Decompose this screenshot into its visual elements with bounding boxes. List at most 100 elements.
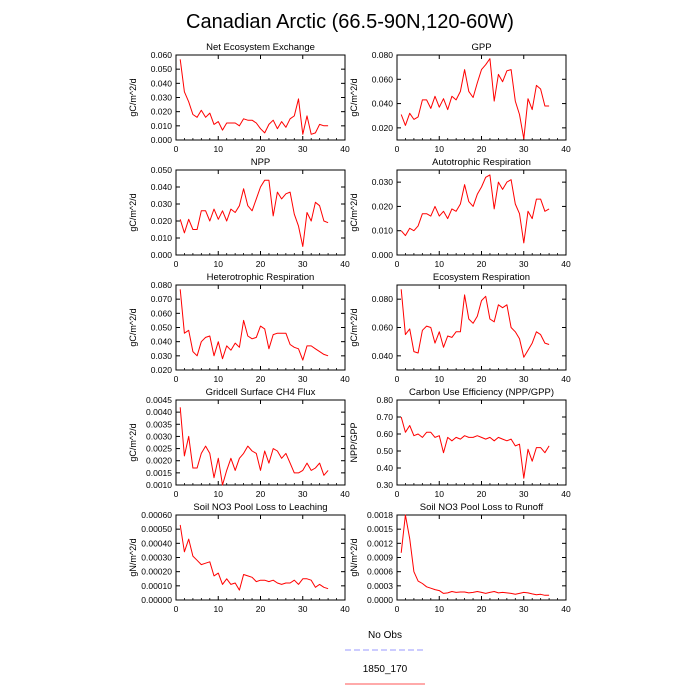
- panel-npp-xtick-label: 30: [298, 259, 308, 269]
- panel-soil-no3-pool-loss-to-runoff-ytick-label: 0.0006: [367, 567, 393, 577]
- panel-soil-no3-pool-loss-to-leaching-xtick-label: 20: [256, 604, 266, 614]
- panel-soil-no3-pool-loss-to-leaching-ytick-label: 0.00020: [141, 567, 172, 577]
- panel-carbon-use-efficiency-npp-gpp-ytick-label: 0.40: [376, 463, 393, 473]
- panel-carbon-use-efficiency-npp-gpp-xtick-label: 0: [395, 489, 400, 499]
- panel-gridcell-surface-ch4-flux-ytick-label: 0.0030: [146, 431, 172, 441]
- panel-soil-no3-pool-loss-to-runoff-title: Soil NO3 Pool Loss to Runoff: [420, 502, 544, 513]
- panel-heterotrophic-respiration-xtick-label: 30: [298, 374, 308, 384]
- panel-gridcell-surface-ch4-flux-title: Gridcell Surface CH4 Flux: [206, 387, 316, 398]
- panel-net-ecosystem-exchange-ytick-label: 0.000: [151, 135, 173, 145]
- panel-autotrophic-respiration: Autotrophic Respiration 0 10 20 30 40 0.000 0.0…: [349, 157, 571, 269]
- panel-autotrophic-respiration-ytick-label: 0.020: [372, 201, 394, 211]
- panel-soil-no3-pool-loss-to-leaching-ytick-label: 0.00030: [141, 553, 172, 563]
- panel-soil-no3-pool-loss-to-runoff-xtick-label: 30: [519, 604, 529, 614]
- panel-soil-no3-pool-loss-to-runoff-series-line: [400, 514, 550, 596]
- panel-autotrophic-respiration-xtick-label: 40: [561, 259, 571, 269]
- panel-npp-xtick-label: 20: [256, 259, 266, 269]
- panel-soil-no3-pool-loss-to-runoff-xtick-label: 20: [477, 604, 487, 614]
- panel-gpp-ytick-label: 0.080: [372, 50, 394, 60]
- panel-net-ecosystem-exchange-ytick-label: 0.040: [151, 78, 173, 88]
- panel-autotrophic-respiration-xtick-label: 10: [435, 259, 445, 269]
- panel-gpp-xtick-label: 30: [519, 144, 529, 154]
- panel-net-ecosystem-exchange-xtick-label: 20: [256, 144, 266, 154]
- legend-label-1850-170: 1850_170: [363, 664, 408, 675]
- panel-ecosystem-respiration-xtick-label: 0: [395, 374, 400, 384]
- panel-gridcell-surface-ch4-flux-xtick-label: 10: [214, 489, 224, 499]
- panel-net-ecosystem-exchange-ytick-label: 0.030: [151, 93, 173, 103]
- panel-net-ecosystem-exchange-ytick-label: 0.060: [151, 50, 173, 60]
- panel-soil-no3-pool-loss-to-runoff-xtick-label: 0: [395, 604, 400, 614]
- panel-npp-ytick-label: 0.040: [151, 182, 173, 192]
- panel-gpp-title: GPP: [471, 42, 491, 53]
- panel-soil-no3-pool-loss-to-leaching-xtick-label: 0: [174, 604, 179, 614]
- panel-soil-no3-pool-loss-to-leaching-ylabel: gN/m^2/d: [128, 538, 138, 576]
- panel-gridcell-surface-ch4-flux-xtick-label: 20: [256, 489, 266, 499]
- panel-autotrophic-respiration-title: Autotrophic Respiration: [432, 157, 531, 168]
- panel-soil-no3-pool-loss-to-runoff-ytick-label: 0.0003: [367, 581, 393, 591]
- panel-net-ecosystem-exchange-ytick-label: 0.020: [151, 107, 173, 117]
- panel-heterotrophic-respiration-series-line: [179, 289, 329, 361]
- panel-npp-ytick-label: 0.010: [151, 233, 173, 243]
- legend: No Obs 1850_170: [345, 630, 425, 685]
- panel-carbon-use-efficiency-npp-gpp-frame: [396, 399, 567, 486]
- panel-npp-ytick-label: 0.020: [151, 216, 173, 226]
- panel-autotrophic-respiration-ytick-label: 0.010: [372, 226, 394, 236]
- panel-net-ecosystem-exchange-ytick-label: 0.050: [151, 64, 173, 74]
- panel-net-ecosystem-exchange-xtick-label: 10: [214, 144, 224, 154]
- figure-title: Canadian Arctic (66.5-90N,120-60W): [186, 11, 514, 33]
- panel-npp-xtick-label: 10: [214, 259, 224, 269]
- panel-soil-no3-pool-loss-to-runoff: Soil NO3 Pool Loss to Runoff 0 10 20 30 40 0.0…: [349, 502, 571, 614]
- panel-autotrophic-respiration-frame: [396, 169, 567, 256]
- panel-npp-ytick-label: 0.050: [151, 165, 173, 175]
- panel-heterotrophic-respiration-ytick-label: 0.080: [151, 280, 173, 290]
- panel-net-ecosystem-exchange-xtick-label: 40: [340, 144, 350, 154]
- panel-carbon-use-efficiency-npp-gpp-xtick-label: 10: [435, 489, 445, 499]
- panel-net-ecosystem-exchange-frame: [175, 54, 346, 141]
- panel-soil-no3-pool-loss-to-leaching-xtick-label: 30: [298, 604, 308, 614]
- panel-carbon-use-efficiency-npp-gpp-xtick-label: 30: [519, 489, 529, 499]
- panel-ecosystem-respiration-ytick-label: 0.040: [372, 351, 394, 361]
- panel-net-ecosystem-exchange-xtick-label: 30: [298, 144, 308, 154]
- panel-heterotrophic-respiration-ytick-label: 0.070: [151, 294, 173, 304]
- panel-gpp-ytick-label: 0.060: [372, 74, 394, 84]
- panel-soil-no3-pool-loss-to-runoff-xtick-label: 10: [435, 604, 445, 614]
- panel-net-ecosystem-exchange-series-line: [179, 59, 329, 135]
- panel-soil-no3-pool-loss-to-leaching-ytick-label: 0.00060: [141, 510, 172, 520]
- panel-gridcell-surface-ch4-flux-ytick-label: 0.0025: [146, 444, 172, 454]
- panel-carbon-use-efficiency-npp-gpp-ylabel: NPP/GPP: [349, 422, 359, 462]
- panel-heterotrophic-respiration-ytick-label: 0.060: [151, 308, 173, 318]
- panel-autotrophic-respiration-ytick-label: 0.000: [372, 250, 394, 260]
- panel-gpp-xtick-label: 0: [395, 144, 400, 154]
- panel-soil-no3-pool-loss-to-leaching-ytick-label: 0.00000: [141, 595, 172, 605]
- panel-soil-no3-pool-loss-to-runoff-frame: [396, 514, 567, 601]
- panel-gpp-series-line: [400, 58, 550, 140]
- panel-autotrophic-respiration-xtick-label: 20: [477, 259, 487, 269]
- panel-ecosystem-respiration-ytick-label: 0.060: [372, 323, 394, 333]
- panel-soil-no3-pool-loss-to-leaching: Soil NO3 Pool Loss to Leaching 0 10 20 30 40 0…: [128, 502, 350, 614]
- panel-heterotrophic-respiration-ylabel: gC/m^2/d: [128, 308, 138, 346]
- panel-autotrophic-respiration-ylabel: gC/m^2/d: [349, 193, 359, 231]
- panel-ecosystem-respiration-ylabel: gC/m^2/d: [349, 308, 359, 346]
- panel-carbon-use-efficiency-npp-gpp-xtick-label: 20: [477, 489, 487, 499]
- panel-gpp-xtick-label: 40: [561, 144, 571, 154]
- panel-carbon-use-efficiency-npp-gpp-ytick-label: 0.50: [376, 446, 393, 456]
- panel-gpp-xtick-label: 10: [435, 144, 445, 154]
- panel-ecosystem-respiration-xtick-label: 30: [519, 374, 529, 384]
- panel-npp-series-line: [179, 179, 329, 247]
- panel-ecosystem-respiration-series-line: [400, 289, 550, 358]
- panel-gridcell-surface-ch4-flux-ytick-label: 0.0015: [146, 468, 172, 478]
- panel-npp-ylabel: gC/m^2/d: [128, 193, 138, 231]
- panel-ecosystem-respiration-xtick-label: 40: [561, 374, 571, 384]
- panel-soil-no3-pool-loss-to-leaching-series-line: [179, 524, 329, 591]
- panel-soil-no3-pool-loss-to-runoff-ytick-label: 0.0012: [367, 538, 393, 548]
- panel-autotrophic-respiration-xtick-label: 30: [519, 259, 529, 269]
- panel-heterotrophic-respiration-xtick-label: 10: [214, 374, 224, 384]
- panel-heterotrophic-respiration-xtick-label: 40: [340, 374, 350, 384]
- panel-net-ecosystem-exchange-title: Net Ecosystem Exchange: [206, 42, 315, 53]
- panel-net-ecosystem-exchange: Net Ecosystem Exchange 0 10 20 30 40 0.000 0.01…: [128, 42, 350, 154]
- panel-gridcell-surface-ch4-flux-ytick-label: 0.0045: [146, 395, 172, 405]
- panel-ecosystem-respiration-xtick-label: 20: [477, 374, 487, 384]
- panel-net-ecosystem-exchange-ylabel: gC/m^2/d: [128, 78, 138, 116]
- panel-gridcell-surface-ch4-flux-ylabel: gC/m^2/d: [128, 423, 138, 461]
